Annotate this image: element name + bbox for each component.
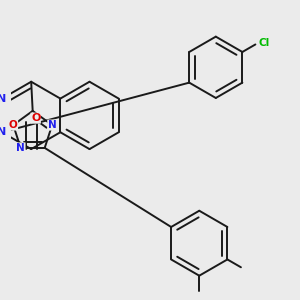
Text: N: N (16, 143, 25, 153)
Text: Cl: Cl (259, 38, 270, 48)
Text: N: N (0, 94, 7, 103)
Text: N: N (0, 127, 7, 137)
Text: N: N (48, 120, 56, 130)
Text: O: O (31, 113, 40, 123)
Text: O: O (9, 120, 18, 130)
